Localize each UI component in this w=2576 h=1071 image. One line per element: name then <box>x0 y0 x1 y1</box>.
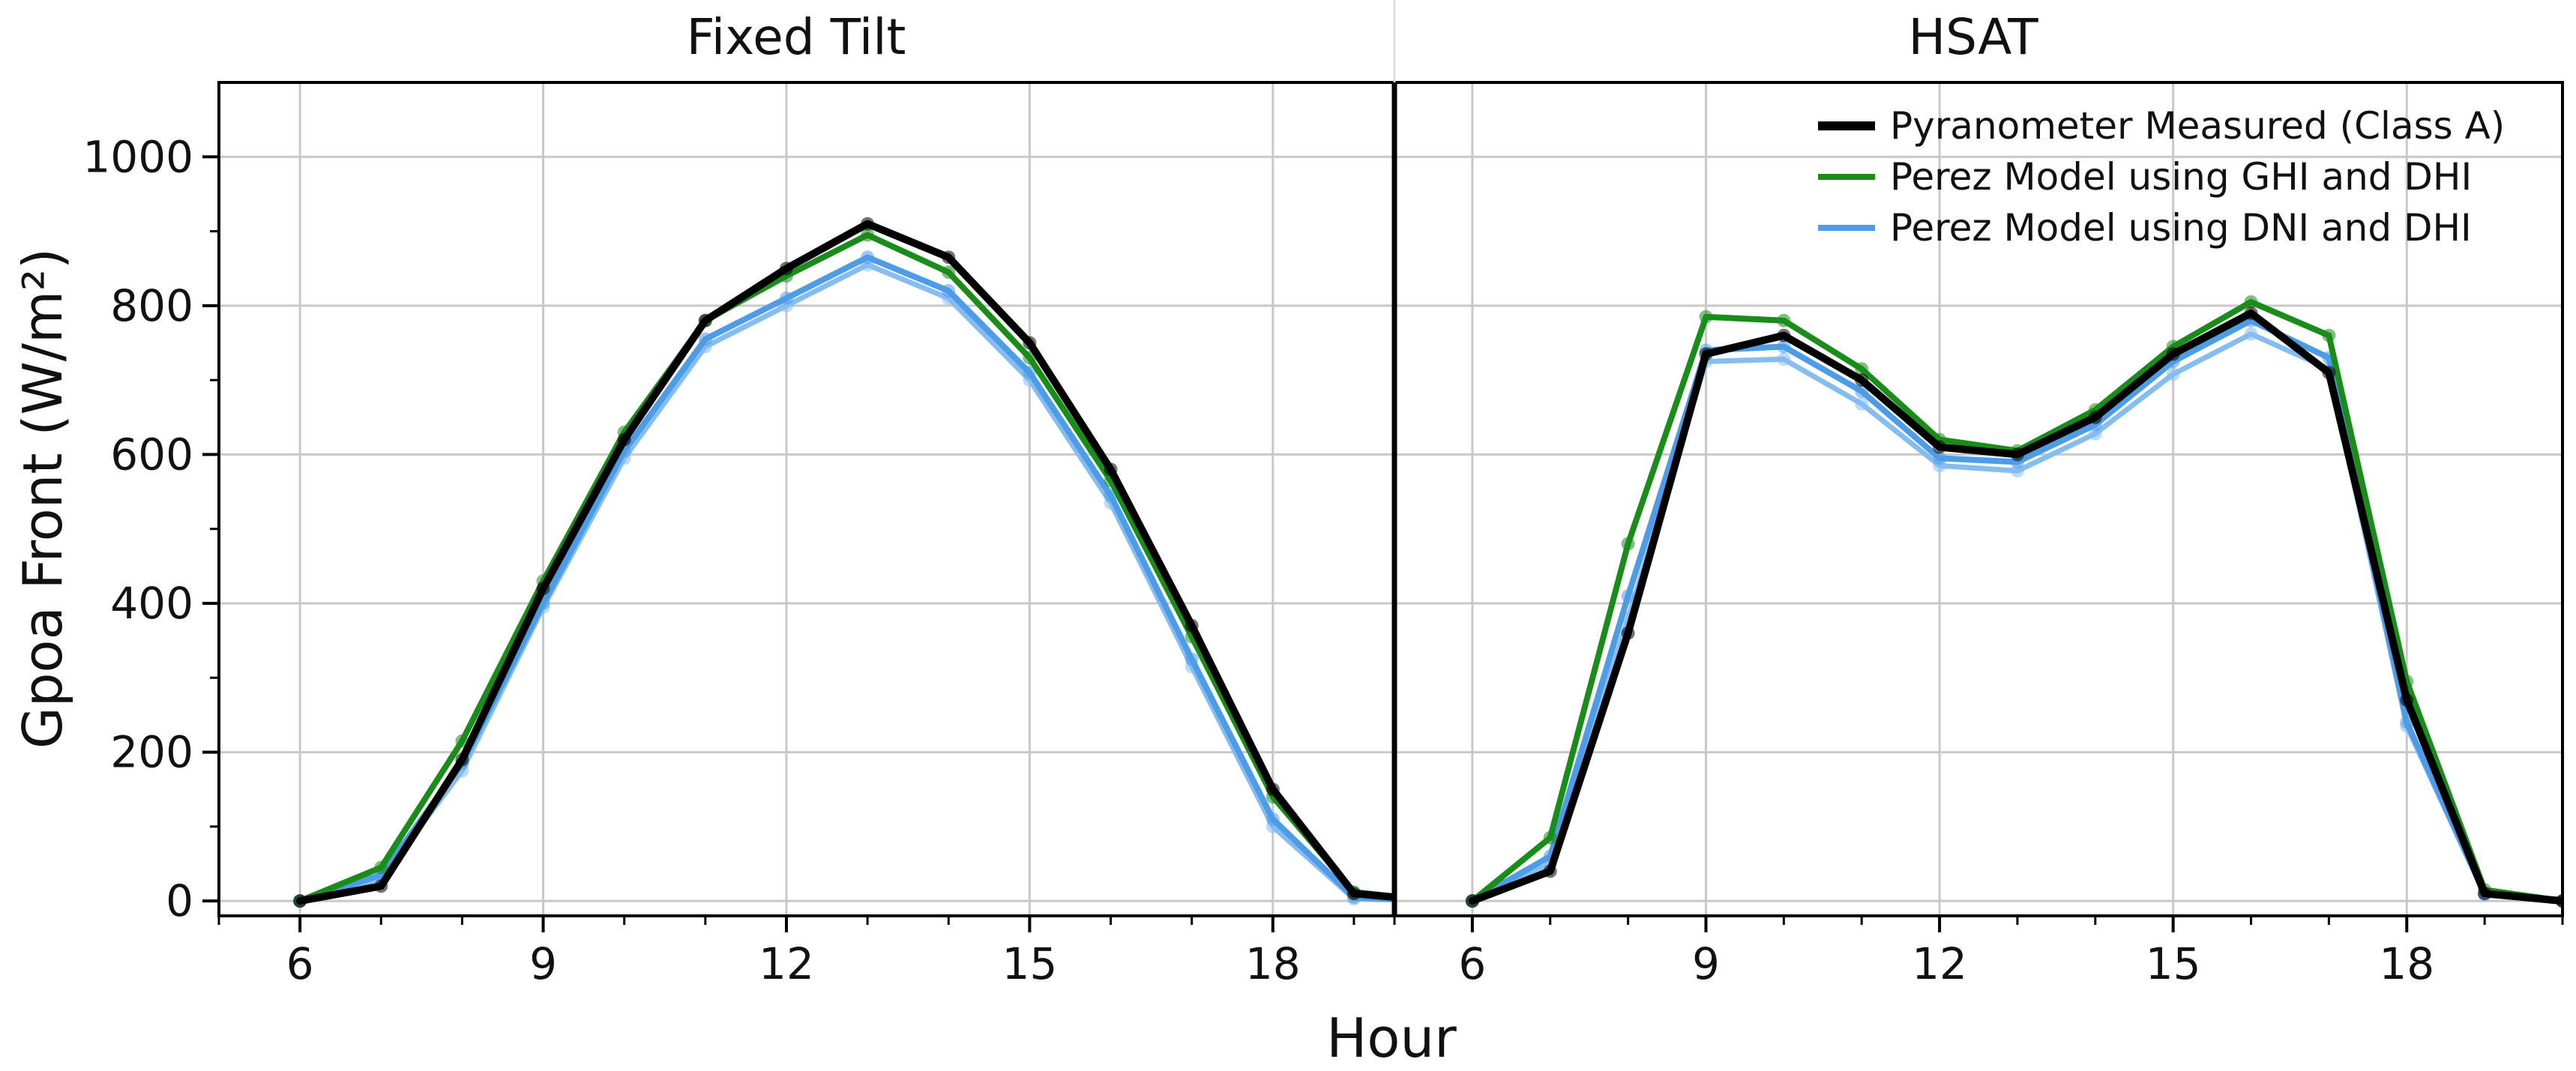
y-tick-label: 800 <box>110 280 193 331</box>
data-point-ghi_dhi <box>1699 310 1713 324</box>
data-point-pyranometer <box>2400 693 2414 708</box>
data-point-pyranometer <box>1023 336 1037 350</box>
series-line-dni_dhi <box>297 254 1394 905</box>
data-point-pyranometer <box>536 582 550 596</box>
x-tick-label: 15 <box>1002 938 1057 989</box>
data-point-pyranometer <box>2322 366 2336 380</box>
data-point-pyranometer <box>779 262 793 276</box>
y-tick-label: 400 <box>110 578 193 629</box>
data-point-dni_dhi <box>698 332 712 346</box>
y-tick-label: 600 <box>110 429 193 480</box>
data-point-pyranometer <box>1346 887 1361 901</box>
data-point-pyranometer <box>2010 447 2024 462</box>
data-point-pyranometer <box>942 250 956 265</box>
x-tick-label: 12 <box>1912 938 1967 989</box>
data-point-pyranometer <box>1621 626 1635 640</box>
data-point-ghi_dhi <box>2322 328 2336 343</box>
data-point-dni_dhi <box>1777 340 1791 354</box>
x-tick-label: 18 <box>1245 938 1301 989</box>
data-point-pyranometer <box>1104 462 1118 477</box>
data-point-pyranometer <box>2478 887 2492 901</box>
data-point-dni_dhi <box>1933 451 1947 465</box>
y-tick-label: 1000 <box>82 131 193 182</box>
panel-fixed-tilt: Fixed Tilt 6 9 12 15 18 <box>217 8 1396 989</box>
data-point-pyranometer <box>1777 328 1791 343</box>
data-point-ghi_dhi <box>1621 537 1635 551</box>
data-point-ghi_dhi <box>942 265 956 280</box>
legend: Pyranometer Measured (Class A) Perez Mode… <box>1818 104 2505 250</box>
data-point-ghi_dhi <box>1777 313 1791 328</box>
legend-label-dni_dhi: Perez Model using DNI and DHI <box>1890 206 2472 250</box>
data-point-pyranometer <box>1933 440 1947 454</box>
data-point-pyranometer <box>1855 373 1869 387</box>
panel-title-hsat: HSAT <box>1908 8 2038 66</box>
x-tick-label: 6 <box>1458 938 1486 989</box>
plot-frame <box>217 81 1396 917</box>
data-point-pyranometer <box>698 313 712 328</box>
x-axis: 6 9 12 15 18 <box>217 916 1355 989</box>
data-point-dni_dhi <box>2400 715 2414 729</box>
panel-title-fixed-tilt: Fixed Tilt <box>687 8 906 66</box>
legend-label-pyranometer: Pyranometer Measured (Class A) <box>1890 104 2505 148</box>
x-tick-label: 18 <box>2379 938 2434 989</box>
plot-area <box>293 217 1394 908</box>
x-axis: 6 9 12 15 18 <box>1393 916 2564 989</box>
data-point-dni_dhi <box>861 250 875 265</box>
data-point-pyranometer <box>861 217 875 231</box>
data-point-pyranometer <box>2244 306 2258 320</box>
data-point-pyranometer <box>1266 782 1280 797</box>
plot-area <box>1465 295 2563 908</box>
x-tick-label: 15 <box>2146 938 2201 989</box>
x-tick-label: 12 <box>759 938 814 989</box>
data-point-dni_dhi_alt <box>1777 352 1791 366</box>
x-tick-label: 9 <box>1692 938 1720 989</box>
data-point-ghi_dhi <box>2244 295 2258 309</box>
data-point-pyranometer <box>2556 894 2563 908</box>
data-point-pyranometer <box>1185 618 1199 633</box>
y-tick-label: 0 <box>166 875 193 926</box>
series-line-pyranometer <box>1468 309 2563 905</box>
data-point-dni_dhi_alt <box>2166 367 2180 381</box>
data-point-pyranometer <box>1543 864 1557 878</box>
data-point-dni_dhi <box>1266 812 1280 826</box>
data-point-dni_dhi <box>779 291 793 305</box>
data-point-ghi_dhi <box>1855 362 1869 376</box>
data-point-dni_dhi <box>1185 652 1199 666</box>
data-point-dni_dhi <box>1023 366 1037 380</box>
x-tick-label: 9 <box>529 938 557 989</box>
data-point-pyranometer <box>2088 410 2102 424</box>
data-point-pyranometer <box>374 879 388 893</box>
y-tick-label: 200 <box>110 727 193 778</box>
data-point-dni_dhi_alt <box>2244 327 2258 341</box>
data-point-pyranometer <box>2166 347 2180 361</box>
data-point-pyranometer <box>455 752 469 767</box>
data-point-pyranometer <box>293 894 307 908</box>
data-point-dni_dhi <box>942 284 956 298</box>
panel-hsat: HSAT 6 9 12 15 18 <box>1393 8 2564 989</box>
y-axis-label: Gpoa Front (W/m²) <box>11 248 74 749</box>
data-point-ghi_dhi <box>861 228 875 242</box>
data-point-pyranometer <box>1699 347 1713 361</box>
data-point-pyranometer <box>617 432 631 447</box>
x-axis-label: Hour <box>1326 1007 1457 1067</box>
data-point-dni_dhi_alt <box>1855 396 1869 411</box>
data-point-pyranometer <box>1465 894 1479 908</box>
data-point-ghi_dhi <box>1543 830 1557 845</box>
data-point-ghi_dhi <box>374 860 388 875</box>
y-axis: 0 200 400 600 800 1000 <box>82 131 219 926</box>
x-tick-label: 6 <box>286 938 314 989</box>
legend-label-ghi_dhi: Perez Model using GHI and DHI <box>1890 155 2472 199</box>
data-point-dni_dhi <box>1621 589 1635 603</box>
